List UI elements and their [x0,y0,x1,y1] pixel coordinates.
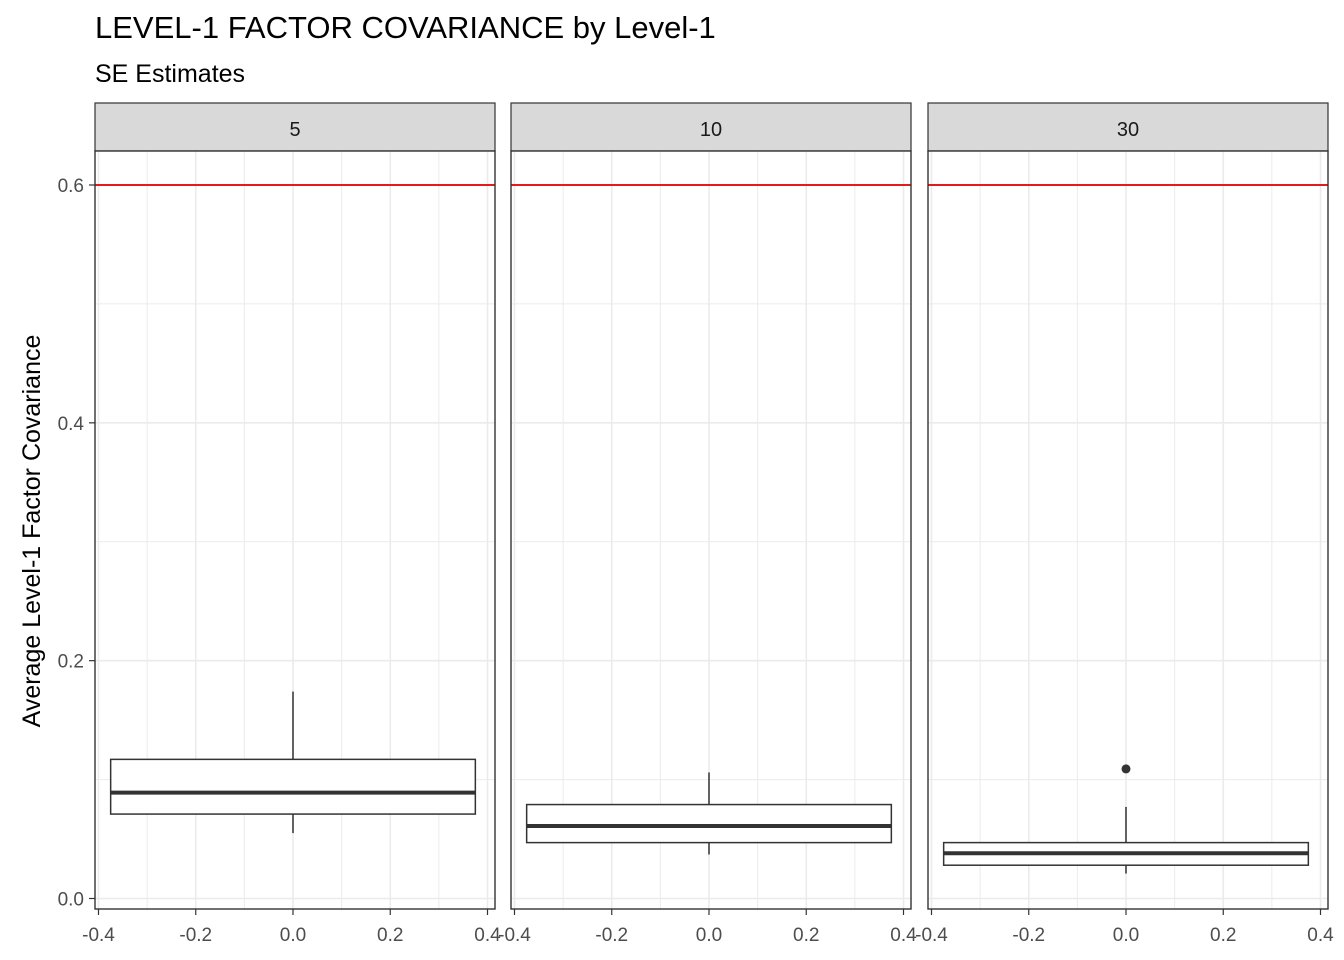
x-tick-label: -0.2 [179,925,212,946]
panel-background [928,151,1328,909]
x-tick-label: 0.2 [377,925,403,946]
facet-strip [510,102,912,152]
panel-border [927,150,1329,910]
x-tick-label: 0.2 [793,925,819,946]
panel-border [94,150,496,910]
facet-panel-30: 30 -0.4 -0.2 0.0 0.2 0.4 [915,102,1334,946]
x-tick-label: 0.0 [1113,925,1139,946]
x-tick-label: 0.4 [474,925,501,946]
x-tick-label: -0.4 [915,925,948,946]
y-axis: 0.0 0.2 0.4 0.6 [58,176,95,911]
x-tick-label: 0.0 [280,925,306,946]
y-tick-label: 0.2 [58,652,84,673]
chart-title: LEVEL-1 FACTOR COVARIANCE by Level-1 [95,10,716,45]
y-tick-label: 0.6 [58,176,84,197]
y-tick-label: 0.4 [58,414,85,435]
x-tick-label: -0.4 [498,925,531,946]
box-outlier-point [1121,764,1131,774]
x-tick-label: 0.4 [890,925,917,946]
box-iqr [109,758,477,815]
facet-panel-10: 10 -0.4 -0.2 0.0 0.2 0.4 [498,102,917,946]
facet-panels: 5 -0.4 -0.2 0.0 0.2 0.4 10 -0.4 -0.2 0.0 0.2 0.4 30 -… [82,102,1334,946]
facet-strip-label: 10 [700,119,722,141]
facet-strip-label: 5 [289,119,300,141]
panel-border [510,150,912,910]
facet-strip-label: 30 [1117,119,1139,141]
x-tick-label: -0.2 [1012,925,1045,946]
y-tick-label: 0.0 [58,890,84,911]
box-iqr [525,803,893,844]
x-tick-label: -0.2 [595,925,628,946]
x-tick-label: -0.4 [82,925,115,946]
x-tick-label: 0.0 [696,925,722,946]
y-axis-title: Average Level-1 Factor Covariance [18,335,46,728]
chart-subtitle: SE Estimates [95,60,246,88]
panel-background [511,151,911,909]
x-tick-label: 0.4 [1307,925,1334,946]
x-tick-label: 0.2 [1210,925,1236,946]
facet-panel-5: 5 -0.4 -0.2 0.0 0.2 0.4 [82,102,501,946]
